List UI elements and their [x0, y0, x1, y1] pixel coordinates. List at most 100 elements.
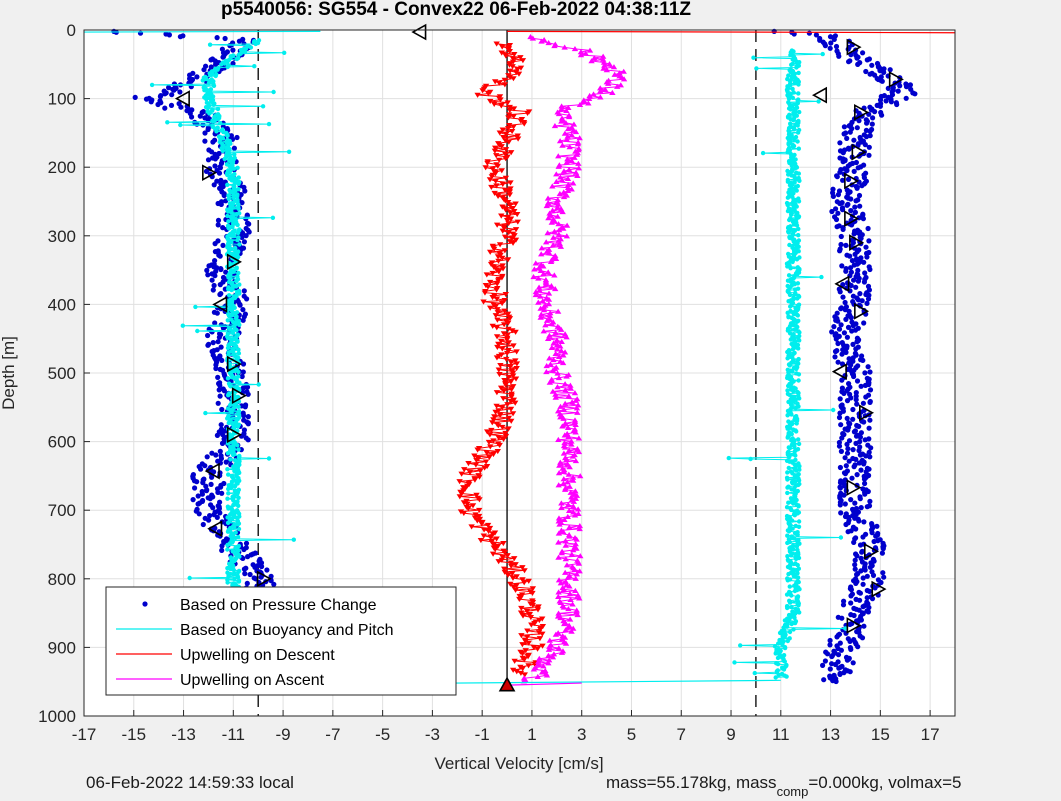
data-point [540, 270, 547, 277]
data-point [576, 595, 583, 601]
data-point [520, 580, 528, 586]
data-point [785, 426, 790, 431]
data-point [789, 412, 794, 417]
data-point [178, 104, 184, 110]
data-point [229, 410, 234, 415]
data-point [532, 289, 540, 295]
data-point [513, 212, 521, 218]
marker-triangle-right [851, 143, 867, 161]
data-point [501, 550, 509, 556]
data-point [845, 163, 851, 169]
data-point [789, 604, 794, 610]
data-point [487, 534, 494, 541]
data-point [168, 102, 175, 108]
data-point [236, 455, 242, 460]
data-point [517, 118, 525, 124]
data-point [236, 270, 241, 276]
data-point [222, 156, 227, 162]
data-point [493, 390, 501, 396]
data-point [853, 397, 859, 403]
data-point [234, 284, 239, 289]
data-point [236, 495, 241, 500]
y-tick-label: 1000 [38, 707, 76, 726]
data-point [844, 345, 850, 351]
data-point [557, 615, 564, 621]
data-point [824, 651, 831, 657]
data-point [837, 140, 843, 146]
data-point [235, 443, 240, 448]
data-point [571, 566, 578, 572]
data-point [861, 419, 867, 425]
data-point [554, 308, 562, 314]
data-point [792, 620, 798, 626]
data-point [220, 242, 226, 248]
data-point [843, 463, 849, 469]
data-point [202, 88, 207, 93]
data-point [505, 115, 512, 121]
data-point [226, 506, 231, 511]
marker-triangle-right [844, 210, 860, 228]
data-point [501, 77, 508, 83]
data-point [505, 230, 512, 236]
data-point [216, 334, 222, 340]
data-point [786, 96, 792, 101]
data-point [797, 338, 802, 343]
data-point [790, 144, 796, 150]
data-point [234, 194, 240, 199]
data-point [617, 82, 625, 88]
data-point [792, 327, 798, 332]
data-point [566, 533, 573, 539]
data-point [848, 646, 854, 653]
surface-line [507, 30, 956, 34]
data-point [854, 55, 860, 61]
y-tick-label: 500 [48, 364, 76, 383]
data-point [234, 134, 240, 141]
data-point [851, 612, 857, 619]
data-point [552, 329, 559, 335]
data-point [565, 507, 573, 513]
data-point [545, 269, 552, 275]
data-point [535, 299, 542, 305]
data-point [832, 354, 838, 360]
data-point [491, 79, 499, 85]
data-point [838, 322, 844, 328]
data-point [495, 278, 502, 284]
data-point [236, 319, 241, 324]
data-point [568, 157, 575, 163]
data-point [258, 574, 264, 580]
data-point [509, 56, 517, 62]
data-point [231, 513, 237, 518]
data-point [540, 663, 547, 669]
data-point [538, 251, 545, 257]
data-point [237, 302, 243, 308]
data-point [469, 503, 477, 509]
x-tick-label: -17 [72, 725, 97, 744]
data-point [574, 172, 581, 178]
data-point [775, 655, 781, 661]
data-point [526, 611, 533, 618]
data-point [848, 196, 854, 202]
data-point [555, 221, 562, 227]
data-point [132, 94, 138, 100]
data-point [848, 497, 854, 503]
data-point [206, 263, 212, 269]
data-point [236, 52, 242, 57]
data-point [785, 490, 790, 496]
data-point [785, 638, 790, 644]
tick-labels: -17 -15 -13 -11 -9 -7 -5 -3 -1 1 3 5 7 9 11 13 15 1701002… [38, 21, 939, 744]
data-point [796, 233, 801, 238]
data-point [210, 139, 216, 145]
data-point [478, 521, 485, 527]
data-point [791, 501, 796, 506]
data-point [226, 286, 231, 292]
data-point [471, 453, 478, 459]
data-point [162, 105, 168, 111]
data-point [519, 565, 526, 571]
data-point [209, 450, 215, 456]
data-point [620, 76, 628, 82]
data-point [784, 674, 789, 679]
data-point [495, 423, 502, 429]
data-point [785, 264, 790, 269]
data-point [242, 49, 248, 55]
data-point [577, 52, 585, 58]
